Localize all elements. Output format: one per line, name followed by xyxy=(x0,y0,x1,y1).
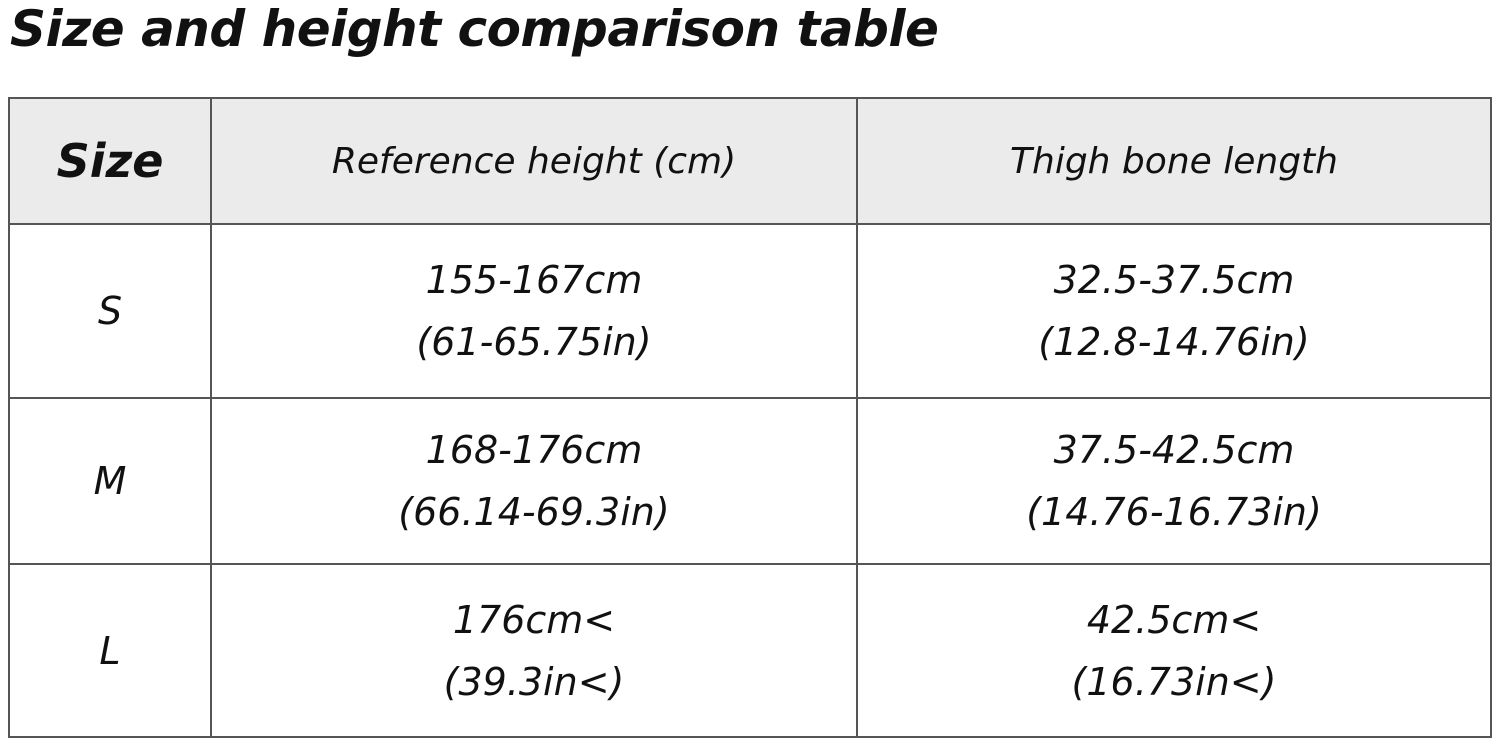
cell-line: 37.5-42.5cm xyxy=(1053,428,1295,472)
size-cell: L xyxy=(10,565,212,736)
value-cell: 155-167cm (61-65.75in) xyxy=(212,225,858,399)
title: Size and height comparison table xyxy=(10,0,939,58)
value-cell: 176cm< (39.3in<) xyxy=(212,565,858,736)
cell-line: 168-176cm xyxy=(425,428,643,472)
header-cell: Thigh bone length xyxy=(858,99,1490,225)
size-cell: M xyxy=(10,399,212,565)
value-cell: 42.5cm< (16.73in<) xyxy=(858,565,1490,736)
cell-line: 176cm< xyxy=(452,597,616,642)
header-cell: Size xyxy=(10,99,212,225)
cell-line: 32.5-37.5cm xyxy=(1053,258,1295,302)
value-cell: 32.5-37.5cm (12.8-14.76in) xyxy=(858,225,1490,399)
size-cell: S xyxy=(10,225,212,399)
cell-line: (61-65.75in) xyxy=(416,320,652,364)
table: Size Reference height (cm) Thigh bone leng… xyxy=(8,97,1492,738)
cell-line: 42.5cm< xyxy=(1086,597,1262,642)
cell-line: (14.76-16.73in) xyxy=(1026,490,1322,534)
header-cell: Reference height (cm) xyxy=(212,99,858,225)
cell-line: 155-167cm xyxy=(425,258,643,302)
value-cell: 168-176cm (66.14-69.3in) xyxy=(212,399,858,565)
cell-line: (66.14-69.3in) xyxy=(398,490,670,534)
cell-line: (39.3in<) xyxy=(443,659,625,704)
cell-line: (16.73in<) xyxy=(1071,659,1277,704)
cell-line: (12.8-14.76in) xyxy=(1038,320,1310,364)
value-cell: 37.5-42.5cm (14.76-16.73in) xyxy=(858,399,1490,565)
